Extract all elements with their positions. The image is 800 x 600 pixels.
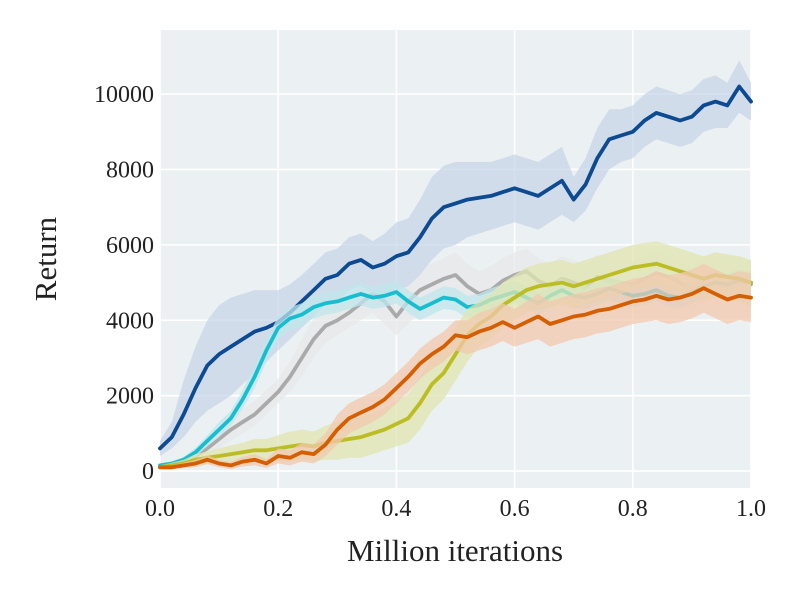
series-8-line <box>158 261 753 470</box>
x-tick-labels: 0.0 0.2 0.4 0.6 0.8 1.0 <box>145 496 766 522</box>
x-tick-label: 1.0 <box>736 496 766 522</box>
x-tick-label: 0.0 <box>145 496 175 522</box>
y-tick-label: 4000 <box>106 308 154 334</box>
y-tick-label: 0 <box>142 459 154 485</box>
x-tick-label: 0.4 <box>381 496 411 522</box>
y-tick-label: 8000 <box>106 157 154 183</box>
series-9-band <box>160 263 751 470</box>
y-axis-label: Return <box>28 216 63 301</box>
y-tick-label: 6000 <box>106 233 154 259</box>
y-tick-labels: 0 2000 4000 6000 8000 10000 <box>94 82 154 485</box>
y-tick-label: 10000 <box>94 82 154 108</box>
x-tick-label: 0.8 <box>618 496 648 522</box>
y-tick-label: 2000 <box>106 384 154 410</box>
series-layer <box>158 60 753 470</box>
series-3-band <box>160 60 751 456</box>
x-tick-label: 0.2 <box>263 496 293 522</box>
series-10-line <box>158 286 753 470</box>
x-axis-label: Million iterations <box>347 533 563 568</box>
series-5-band <box>160 269 751 468</box>
series-4-line <box>158 84 753 451</box>
x-tick-label: 0.6 <box>500 496 530 522</box>
